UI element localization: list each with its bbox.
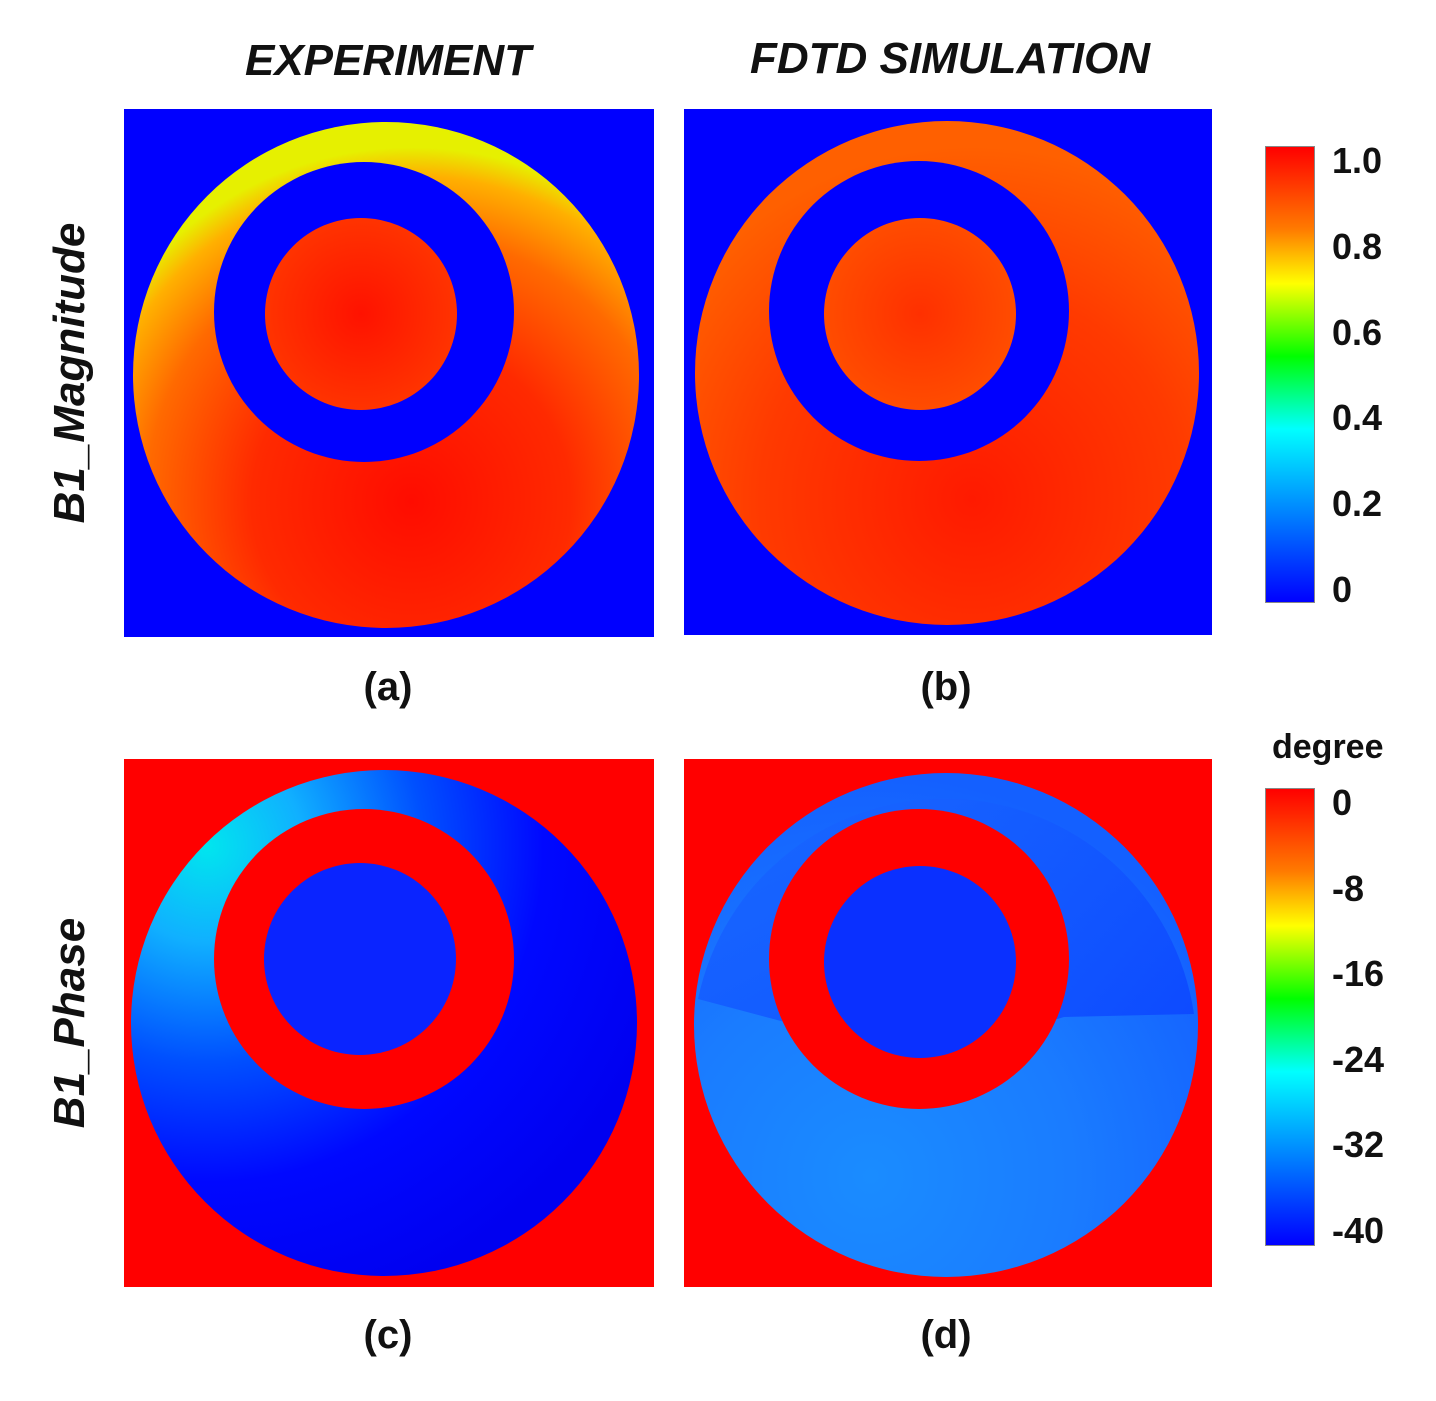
panel-label-d: (d) <box>920 1313 972 1357</box>
heatmap-panel-c <box>124 759 654 1287</box>
colorbar-magnitude-tick-1: 0.8 <box>1332 225 1383 267</box>
heatmap-panel-a <box>124 109 654 637</box>
colorbar-magnitude-tick-4: 0.2 <box>1332 483 1383 525</box>
inner-disk-c <box>264 863 456 1055</box>
colorbar-phase <box>1265 788 1315 1246</box>
colorbar-magnitude-tick-5: 0 <box>1332 569 1353 610</box>
heatmap-panel-b <box>684 109 1212 635</box>
panel-label-c: (c) <box>363 1313 413 1357</box>
heatmap-panel-d <box>684 759 1212 1287</box>
colorbar-phase-tick-5: -40 <box>1332 1210 1385 1251</box>
inner-disk-a <box>265 218 457 410</box>
colorbar-magnitude-tick-0: 1.0 <box>1332 140 1383 181</box>
column-title-experiment: EXPERIMENT <box>244 36 532 85</box>
row-title-b1-magnitude: B1_Magnitude <box>45 222 94 524</box>
column-title-fdtd-simulation: FDTD SIMULATION <box>749 34 1151 83</box>
colorbar-phase-tick-3: -24 <box>1332 1038 1385 1080</box>
colorbar-magnitude-tick-2: 0.6 <box>1332 311 1383 353</box>
colorbar-magnitude <box>1265 146 1315 603</box>
inner-disk-d <box>824 866 1016 1058</box>
panel-label-b: (b) <box>920 665 972 709</box>
colorbar-phase-tick-2: -16 <box>1332 953 1385 995</box>
colorbar-phase-tick-0: 0 <box>1332 782 1353 823</box>
inner-disk-b <box>824 218 1016 410</box>
row-title-b1-phase: B1_Phase <box>45 917 94 1129</box>
colorbar-phase-tick-1: -8 <box>1332 867 1365 909</box>
panel-label-a: (a) <box>363 665 413 709</box>
colorbar-magnitude-tick-3: 0.4 <box>1332 397 1383 439</box>
colorbar-phase-tick-4: -32 <box>1332 1124 1385 1166</box>
colorbar-phase-unit: degree <box>1272 728 1384 766</box>
